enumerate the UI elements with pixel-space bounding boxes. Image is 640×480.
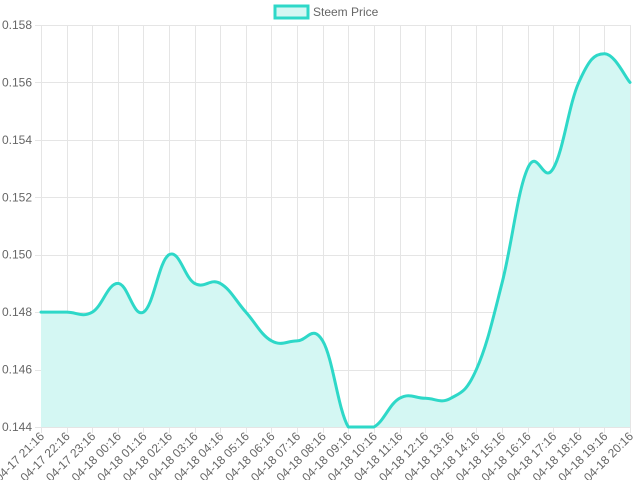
data-point[interactable] (294, 338, 300, 344)
data-point[interactable] (371, 424, 377, 430)
legend-swatch-steem-price[interactable] (273, 4, 310, 20)
data-point[interactable] (525, 166, 531, 172)
y-tick-label: 0.144 (2, 420, 32, 434)
y-tick-label: 0.148 (2, 305, 32, 319)
y-tick-label: 0.152 (2, 190, 32, 204)
data-point[interactable] (217, 280, 223, 286)
data-point[interactable] (192, 280, 198, 286)
data-point[interactable] (243, 309, 249, 315)
plot-area (38, 51, 633, 430)
price-line (39, 52, 632, 429)
y-tick-label: 0.150 (2, 248, 32, 262)
data-point[interactable] (627, 79, 633, 85)
data-point[interactable] (397, 395, 403, 401)
data-point[interactable] (550, 166, 556, 172)
data-point[interactable] (64, 309, 70, 315)
data-point[interactable] (473, 367, 479, 373)
data-point[interactable] (601, 51, 607, 57)
y-tick-label: 0.156 (2, 75, 32, 89)
data-point[interactable] (320, 338, 326, 344)
chart-legend[interactable]: Steem Price (273, 4, 379, 20)
y-tick-label: 0.146 (2, 363, 32, 377)
data-point[interactable] (166, 252, 172, 258)
data-point[interactable] (140, 309, 146, 315)
data-point[interactable] (499, 280, 505, 286)
y-tick-label: 0.158 (2, 18, 32, 32)
data-point[interactable] (89, 309, 95, 315)
data-point[interactable] (268, 338, 274, 344)
legend-label-steem-price[interactable]: Steem Price (313, 5, 379, 19)
data-point[interactable] (576, 79, 582, 85)
data-point[interactable] (345, 424, 351, 430)
y-axis: 0.144 0.146 0.148 0.150 0.152 0.154 0.156 0.158 (2, 18, 32, 434)
data-point[interactable] (448, 395, 454, 401)
data-point[interactable] (422, 395, 428, 401)
price-area-fill (41, 53, 630, 427)
data-point[interactable] (115, 280, 121, 286)
data-point[interactable] (38, 309, 44, 315)
y-tick-label: 0.154 (2, 133, 32, 147)
